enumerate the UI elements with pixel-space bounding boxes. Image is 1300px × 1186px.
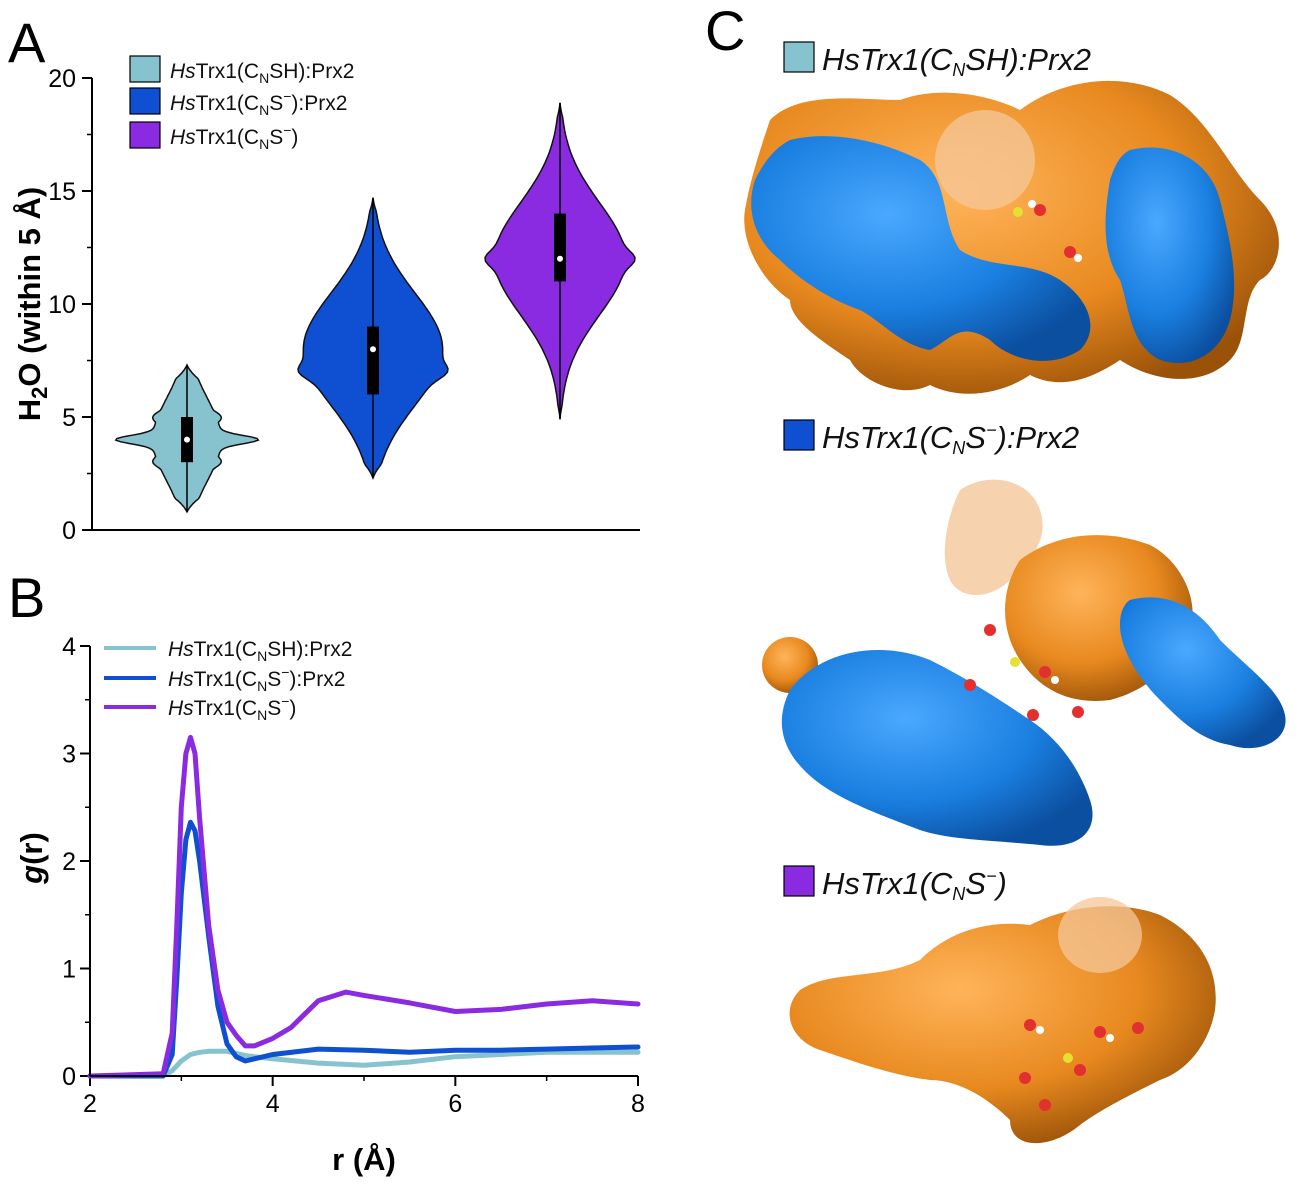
violin-y-label: H2O (within 5 Å) [12,187,52,421]
violin-legend: HsTrx1(CNSH):Prx2 HsTrx1(CNS−):Prx2 HsTr… [129,55,354,152]
water-oxygen [1074,1064,1086,1076]
surface-structure-2 [762,479,1286,846]
c-swatch-teal [783,41,815,73]
violins [114,102,636,514]
rdf-x-tick-label: 2 [83,1090,97,1118]
transparent-residue-1 [935,110,1035,210]
panel-label-b: B [8,566,45,629]
legend-swatch-teal [129,55,161,83]
violin-y-ticks: 0 5 10 15 20 [48,65,92,545]
c-swatch-purple [783,865,815,897]
rdf-y-tick-label: 2 [62,848,76,876]
rdf-y-label: g(r) [14,832,49,885]
legend-swatch-purple [129,121,161,149]
rdf-x-tick-label: 6 [448,1090,462,1118]
c-label-3: HsTrx1(CNS−) [822,866,1007,904]
water-hydrogen [1036,1026,1044,1034]
c-swatch-blue [783,419,815,451]
sulfur-atom [1013,207,1023,217]
rdf-y-tick-label: 4 [62,633,76,661]
violin-y-tick-label: 10 [48,291,76,319]
water-hydrogen [1106,1034,1114,1042]
water-oxygen [1039,666,1051,678]
legend-entry-3: HsTrx1(CNS−) [170,122,298,152]
legend-entry-1: HsTrx1(CNSH):Prx2 [170,60,354,86]
water-hydrogen [974,630,982,638]
water-oxygen [1064,246,1076,258]
blue-surface-1a [751,136,1091,361]
sulfur-atom [1010,657,1020,667]
rdf-x-label: r (Å) [332,1142,396,1177]
rdf-line-chart: 0 1 2 3 4 2 4 6 8 r (Å) g(r) HsTrx1(CNSH):Prx2 H… [14,633,645,1177]
water-oxygen [1072,706,1084,718]
blue-surface-1b [1105,147,1235,364]
violin-iqr-box [554,213,566,282]
water-oxygen [984,624,996,636]
panel-label-c: C [705,0,745,62]
legend-swatch-blue [129,87,161,115]
orange-surface-3 [789,906,1216,1144]
surface-structure-3 [789,897,1216,1144]
surface-panel: HsTrx1(CNSH):Prx2 HsTrx1(CNS−):Prx2 [744,41,1286,1144]
water-oxygen [1034,204,1046,216]
violin-y-tick-label: 0 [62,517,76,545]
c-label-2: HsTrx1(CNS−):Prx2 [822,420,1079,458]
rdf-y-tick-label: 0 [62,1063,76,1091]
water-oxygen [1039,1099,1051,1111]
rdf-y-tick-label: 3 [62,741,76,769]
water-oxygen [1024,1019,1036,1031]
rdf-series-line [87,734,641,1079]
rdf-legend-entry-1: HsTrx1(CNSH):Prx2 [168,638,352,664]
violin-median [557,255,563,262]
rdf-lines [87,734,641,1079]
violin-median [370,346,376,353]
water-oxygen [1027,709,1039,721]
c-label-1: HsTrx1(CNSH):Prx2 [822,42,1091,80]
water-hydrogen [1074,254,1082,262]
sulfur-atom [1063,1053,1073,1063]
violin-y-tick-label: 5 [62,404,76,432]
blue-surface-2a [781,650,1093,846]
surface-structure-1 [744,80,1279,394]
transparent-residue-3 [1058,897,1142,973]
water-oxygen [1132,1022,1144,1034]
water-hydrogen [1028,200,1036,208]
rdf-legend: HsTrx1(CNSH):Prx2 HsTrx1(CNS−):Prx2 HsTr… [104,638,352,723]
legend-entry-2: HsTrx1(CNS−):Prx2 [170,88,347,118]
panel-label-a: A [8,11,46,74]
rdf-x-tick-label: 4 [266,1090,280,1118]
violin-chart: 0 5 10 15 20 H2O (within 5 Å) HsTrx1(CNSH):P… [12,55,640,545]
rdf-x-tick-label: 8 [631,1090,645,1118]
violin-iqr-box [367,326,379,395]
rdf-y-tick-label: 1 [62,956,76,984]
rdf-legend-entry-2: HsTrx1(CNS−):Prx2 [168,664,345,694]
violin-median [184,436,190,443]
violin-y-tick-label: 20 [48,65,76,93]
water-oxygen [1019,1072,1031,1084]
blue-surface-2b [1120,597,1286,749]
rdf-series-line [87,819,641,1079]
rdf-legend-entry-3: HsTrx1(CNS−) [168,693,296,723]
water-oxygen [1094,1026,1106,1038]
violin-y-tick-label: 15 [48,178,76,206]
water-hydrogen [1051,676,1059,684]
water-oxygen [964,679,976,691]
